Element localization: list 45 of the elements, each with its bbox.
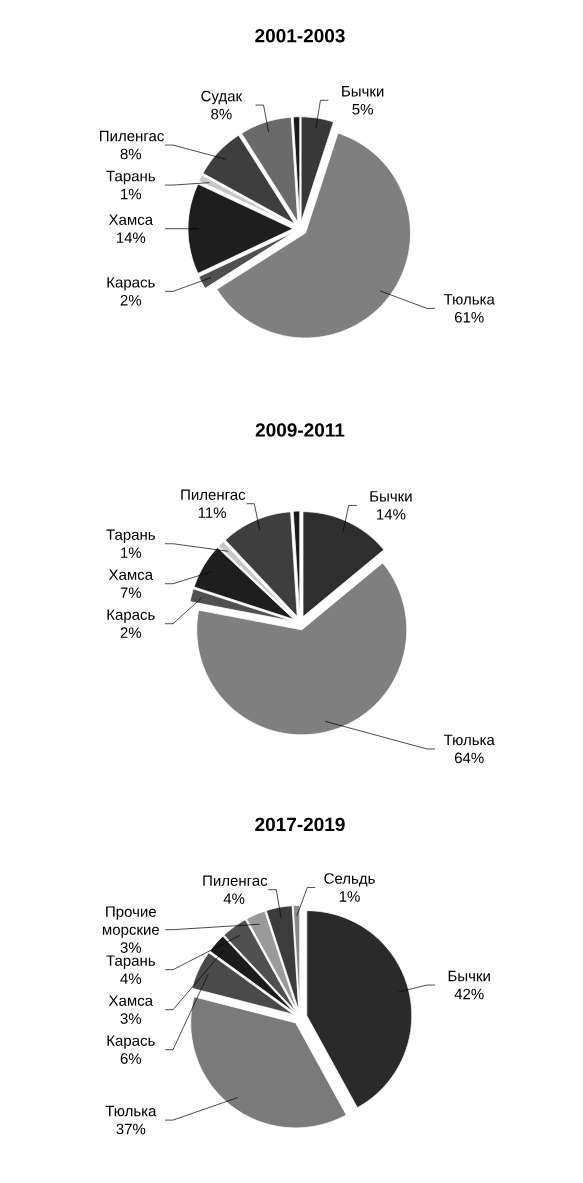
slice-label: Хамса (108, 995, 154, 1006)
slice-label: Тарань (106, 170, 155, 185)
data-label: 6% (120, 1053, 142, 1064)
data-label: 8% (120, 148, 142, 160)
chart-title: 2001-2003 (255, 28, 345, 43)
slice-label: Бычки (370, 491, 412, 502)
data-label: 42% (454, 988, 484, 1000)
slice-label: Карась (107, 277, 155, 291)
data-label: 3% (120, 1013, 142, 1024)
slice-label: Хамса (108, 214, 154, 225)
data-label: 37% (116, 1123, 146, 1135)
slice-label: Бычки (448, 970, 490, 982)
slice-label: Тарань (106, 955, 155, 969)
data-label: 14% (377, 509, 406, 520)
chart-title: 2009-2011 (255, 423, 345, 437)
data-label: 61% (454, 312, 484, 323)
data-label: 8% (211, 108, 232, 120)
slice-label: Судак (201, 90, 243, 105)
data-label: 4% (223, 893, 245, 904)
slice-label: Карась (107, 1035, 155, 1049)
chart-title: 2017-2019 (255, 817, 345, 832)
slice-label: Бычки (342, 86, 384, 97)
slice-label: Прочие морские (102, 906, 160, 938)
slice-label: Сельдь (324, 873, 375, 887)
data-label: 11% (198, 507, 227, 518)
data-label: 14% (116, 232, 146, 243)
data-label: 3% (120, 942, 142, 953)
slice-label: Тюлька (105, 1105, 157, 1117)
slice-label: Пиленгас (203, 875, 268, 886)
slice-label: Хамса (108, 569, 154, 580)
slice-label: Карась (107, 609, 155, 623)
slice-label: Пиленгас (100, 130, 164, 142)
slice-label: Пиленгас (181, 489, 246, 500)
data-label: 64% (454, 752, 484, 764)
data-label: 1% (121, 188, 142, 200)
data-label: 1% (339, 891, 360, 902)
slice-label: Тюлька (443, 294, 495, 305)
data-label: 7% (120, 587, 142, 598)
data-label: 2% (120, 294, 142, 306)
data-label: 1% (121, 547, 142, 558)
data-label: 2% (120, 627, 142, 638)
slice-label: Тюлька (443, 734, 495, 746)
data-label: 5% (352, 104, 373, 115)
slice-label: Тарань (106, 529, 155, 543)
data-label: 4% (120, 973, 142, 984)
